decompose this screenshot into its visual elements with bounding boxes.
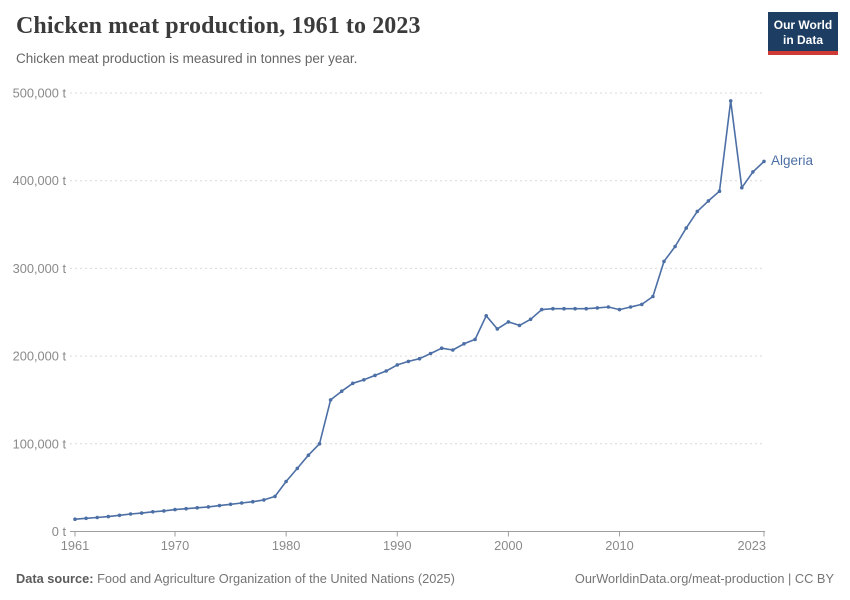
page-subtitle: Chicken meat production is measured in t… [16,51,358,66]
svg-text:2023: 2023 [738,538,766,553]
page-title: Chicken meat production, 1961 to 2023 [16,13,421,39]
series-label-algeria[interactable]: Algeria [771,153,814,169]
svg-text:1990: 1990 [383,538,411,553]
svg-text:300,000 t: 300,000 t [13,261,67,276]
svg-text:2010: 2010 [605,538,633,553]
svg-text:400,000 t: 400,000 t [13,173,67,188]
chart-footer: Data source: Food and Agriculture Organi… [16,571,834,586]
svg-text:1970: 1970 [161,538,189,553]
svg-text:200,000 t: 200,000 t [13,349,67,364]
svg-text:100,000 t: 100,000 t [13,436,67,451]
x-axis: 1961 1970 1980 1990 2000 2010 2023 [61,531,766,553]
svg-text:2000: 2000 [494,538,522,553]
svg-text:1980: 1980 [272,538,300,553]
owid-logo[interactable]: Our World in Data [768,12,838,56]
owid-logo-red-bar [768,51,838,56]
svg-text:1961: 1961 [61,538,89,553]
data-line-algeria[interactable] [74,100,765,521]
y-axis-labels: 0 t 100,000 t 200,000 t 300,000 t 400,000 t 5… [13,86,67,540]
data-source: Data source: Food and Agriculture Organi… [16,571,455,586]
svg-text:500,000 t: 500,000 t [13,86,67,101]
owid-logo-line2: in Data [782,32,823,47]
data-source-label: Data source: [16,571,94,586]
data-points-algeria[interactable] [73,99,766,521]
data-source-text: Food and Agriculture Organization of the… [97,571,455,586]
svg-text:0 t: 0 t [52,524,67,539]
credit-link[interactable]: OurWorldinData.org/meat-production | CC … [574,571,834,586]
owid-logo-line1: Our World [773,18,833,32]
y-gridlines [70,92,765,532]
